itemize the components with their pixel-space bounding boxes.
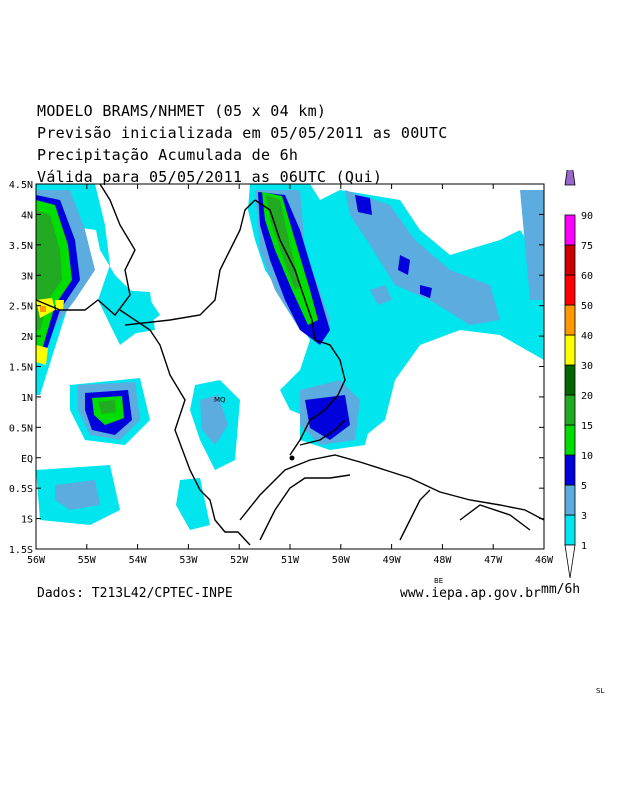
colorbar-swatch (564, 424, 576, 456)
colorbar-swatch (564, 364, 576, 396)
title-line-model: MODELO BRAMS/NHMET (05 x 04 km) (37, 102, 327, 120)
website-link[interactable]: www.iepa.ap.gov.br (400, 586, 541, 601)
lat-label: 4N (21, 210, 33, 221)
colorbar-level-label: 50 (581, 301, 593, 312)
lat-label: 3.5N (9, 241, 33, 252)
colorbar-swatch (564, 274, 576, 306)
map-title: MODELO BRAMS/NHMET (05 x 04 km) Previsão… (37, 100, 517, 188)
lon-label: 49W (383, 555, 402, 566)
lat-label: EQ (21, 454, 33, 465)
colorbar-level-label: 15 (581, 421, 593, 432)
colorbar-arrow-bottom (564, 544, 576, 579)
lon-label: 48W (433, 555, 452, 566)
colorbar-level-label: 60 (581, 271, 593, 282)
lat-label: 1.5S (9, 545, 33, 556)
lon-label: 52W (230, 555, 249, 566)
lat-label: 1.5N (9, 363, 33, 374)
data-source: Dados: T213L42/CPTEC-INPE (37, 586, 233, 601)
precipitation-map: 56W 55W 54W 53W 52W 51W 50W 49W 48W 47W 46W 4.5N 4N… (9, 170, 593, 579)
lat-label: 2.5N (9, 302, 33, 313)
colorbar-swatch (564, 244, 576, 276)
colorbar-arrow-top (564, 170, 576, 186)
colorbar-level-label: 3 (581, 511, 587, 522)
lat-label: 2N (21, 332, 33, 343)
colorbar-level-label: 30 (581, 361, 593, 372)
lon-label: 55W (78, 555, 97, 566)
colorbar-swatch (564, 514, 576, 546)
lon-label: 50W (332, 555, 351, 566)
lat-label: 0.5N (9, 423, 33, 434)
lat-label: 3N (21, 271, 33, 282)
colorbar-level-label: 75 (581, 241, 593, 252)
colorbar-swatch (564, 484, 576, 516)
colorbar-level-label: 1 (581, 541, 587, 552)
precip-level-30 (36, 298, 64, 365)
colorbar-swatch (564, 304, 576, 336)
precip-level-40 (40, 306, 46, 312)
title-line-init: Previsão inicializada em 05/05/2011 as 0… (37, 124, 448, 142)
colorbar-swatch (564, 394, 576, 426)
lon-label: 47W (484, 555, 503, 566)
colorbar-level-label: 20 (581, 391, 593, 402)
city-label-be: BE (434, 577, 444, 585)
lat-label: 1S (21, 515, 33, 526)
colorbar-unit: mm/6h (541, 582, 581, 597)
colorbar-level-label: 5 (581, 481, 587, 492)
city-label-mq: MQ (214, 396, 226, 404)
title-line-variable: Precipitação Acumulada de 6h (37, 146, 299, 164)
lon-label: 51W (281, 555, 300, 566)
lon-label: 53W (179, 555, 198, 566)
boundaries (35, 183, 545, 546)
colorbar-level-label: 40 (581, 331, 593, 342)
lon-label: 56W (27, 555, 46, 566)
colorbar-swatch (564, 454, 576, 486)
colorbar-level-label: 10 (581, 451, 593, 462)
lat-ticks: 4.5N 4N 3.5N 3N 2.5N 2N 1.5N 1N 0.5N EQ 0.5S 1S 1.5S (9, 180, 544, 556)
lat-label: 0.5S (9, 484, 33, 495)
colorbar-level-label: 90 (581, 211, 593, 222)
colorbar: 1 3 5 10 15 20 30 40 50 60 75 90 (564, 170, 593, 579)
lon-ticks: 56W 55W 54W 53W 52W 51W 50W 49W 48W 47W 46W (27, 184, 554, 566)
colorbar-swatch (564, 334, 576, 366)
city-marker (289, 455, 295, 461)
city-label-sl: SL (596, 687, 605, 695)
colorbar-swatch (564, 214, 576, 246)
title-line-valid: Válida para 05/05/2011 as 06UTC (Qui) (37, 168, 383, 186)
precip-field (36, 184, 544, 530)
lon-label: 46W (535, 555, 554, 566)
lat-label: 4.5N (9, 180, 33, 191)
lon-label: 54W (129, 555, 148, 566)
lat-label: 1N (21, 393, 33, 404)
